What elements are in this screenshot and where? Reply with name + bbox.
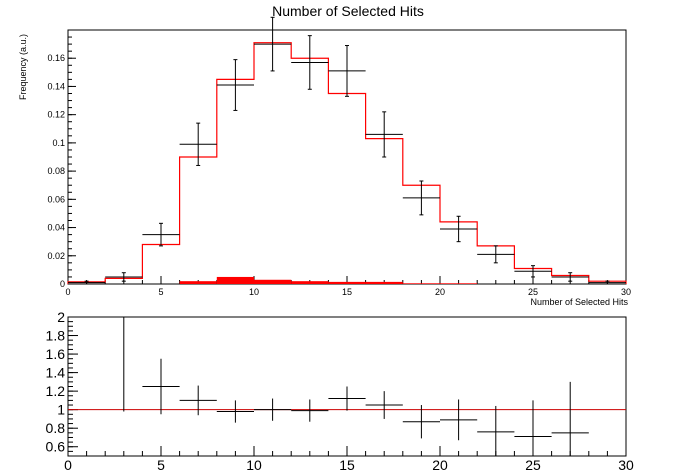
- ratio-x-tick-label: 15: [339, 457, 355, 472]
- y-tick-label: 0.16: [47, 53, 65, 63]
- x-axis-label: Number of Selected Hits: [530, 297, 628, 307]
- y-tick-label: 0.02: [47, 251, 65, 261]
- x-tick-label: 10: [249, 287, 259, 297]
- ratio-plot-area: 0.60.811.21.41.61.820 5 10 15 20 25 30: [46, 309, 634, 472]
- x-tick-label: 5: [158, 287, 163, 297]
- ratio-x-tick-label: 30: [618, 457, 634, 472]
- ratio-x-tick-label: 0: [64, 457, 72, 472]
- y-tick-label: 0.1: [52, 138, 65, 148]
- ratio-y-tick-label: 1.8: [46, 328, 66, 344]
- ratio-y-tick-label: 0.8: [46, 420, 66, 436]
- ratio-y-tick-label: 2: [57, 309, 65, 325]
- ratio-x-tick-label: 5: [157, 457, 165, 472]
- filled-bin: [254, 279, 292, 284]
- ratio-x-tick-label: 25: [525, 457, 541, 472]
- y-axis-label: Frequency (a.u.): [18, 33, 28, 101]
- y-tick-label: 0.08: [47, 166, 65, 176]
- chart-title: Number of Selected Hits: [272, 3, 424, 19]
- ratio-y-tick-label: 1.2: [46, 383, 66, 399]
- x-tick-label: 25: [528, 287, 538, 297]
- ratio-x-tick-label: 10: [246, 457, 262, 472]
- x-tick-label: 0: [65, 287, 70, 297]
- y-tick-label: 0.12: [47, 110, 65, 120]
- filled-bin: [440, 283, 478, 284]
- filled-bin: [365, 281, 403, 284]
- y-tick-label: 0.06: [47, 194, 65, 204]
- ratio-y-tick-label: 0.6: [46, 439, 66, 455]
- x-tick-label: 15: [342, 287, 352, 297]
- filled-bin: [328, 281, 366, 284]
- ratio-y-tick-label: 1.4: [46, 365, 66, 381]
- y-tick-label: 0.04: [47, 223, 65, 233]
- y-tick-label: 0.14: [47, 81, 65, 91]
- filled-bin: [179, 281, 217, 284]
- top-plot-area: 0 0.02 0.04 0.06 0.08 0.1 0.12 0.14 0.16 0 5 10 15 20…: [47, 16, 631, 297]
- x-tick-label: 20: [435, 287, 445, 297]
- filled-bin: [402, 283, 440, 284]
- ratio-y-tick-label: 1.6: [46, 346, 66, 362]
- y-tick-label: 0: [60, 279, 65, 289]
- filled-bin: [216, 276, 254, 284]
- ratio-y-tick-label: 1: [57, 402, 65, 418]
- filled-bin: [291, 281, 329, 284]
- ratio-x-tick-label: 20: [432, 457, 448, 472]
- x-tick-label: 30: [621, 287, 631, 297]
